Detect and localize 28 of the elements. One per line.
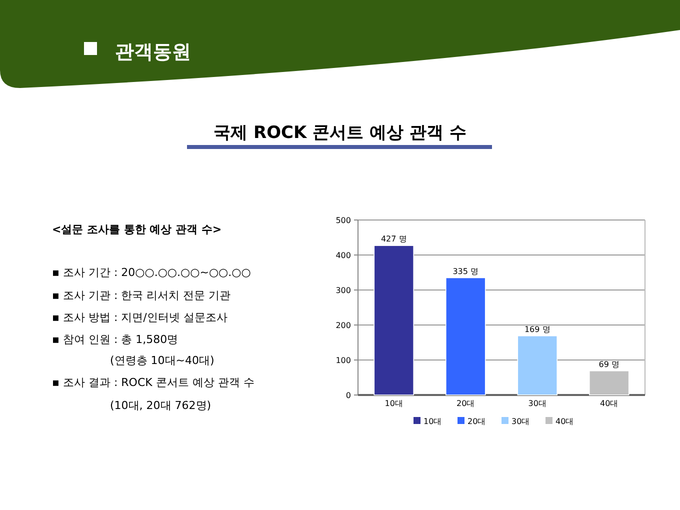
x-tick-label: 10대	[384, 399, 403, 408]
legend-label: 40대	[556, 417, 574, 426]
y-tick-label: 100	[336, 356, 351, 365]
data-label: 69 명	[598, 360, 620, 369]
x-tick-label: 20대	[456, 399, 475, 408]
text: 관객동원	[115, 41, 191, 63]
legend-label: 30대	[512, 417, 530, 426]
text: (연령층 10대~40대)	[110, 354, 214, 367]
y-tick-label: 0	[346, 391, 351, 400]
x-tick-label: 40대	[600, 399, 618, 408]
chart-title: 국제 ROCK 콘서트 예상 관객 수	[214, 123, 466, 143]
y-tick-label: 200	[336, 321, 351, 330]
data-label: 169 명	[524, 324, 550, 334]
x-tick-label: 30대	[528, 399, 546, 408]
text: ▪ 조사 방법 : 지면/인터넷 설문조사	[52, 311, 228, 324]
text: <설문 조사를 통한 예상 관객 수>	[52, 223, 222, 236]
text: ▪ 조사 기간 : 20○○.○○.○○~○○.○○	[52, 266, 251, 279]
y-tick-label: 300	[336, 286, 351, 295]
data-label: 335 명	[452, 266, 479, 276]
legend-label: 10대	[424, 417, 442, 426]
y-tick-label: 500	[336, 216, 351, 225]
text: ▪ 조사 결과 : ROCK 콘서트 예상 관객 수	[52, 376, 254, 389]
text: ▪ 참여 인원 : 총 1,580명	[52, 333, 178, 346]
text: ▪ 조사 기관 : 한국 리서치 전문 기관	[52, 289, 231, 302]
y-tick-label: 400	[336, 251, 351, 260]
text: (10대, 20대 762명)	[110, 399, 212, 412]
data-label: 427 명	[380, 234, 407, 244]
legend-label: 20대	[468, 417, 486, 426]
